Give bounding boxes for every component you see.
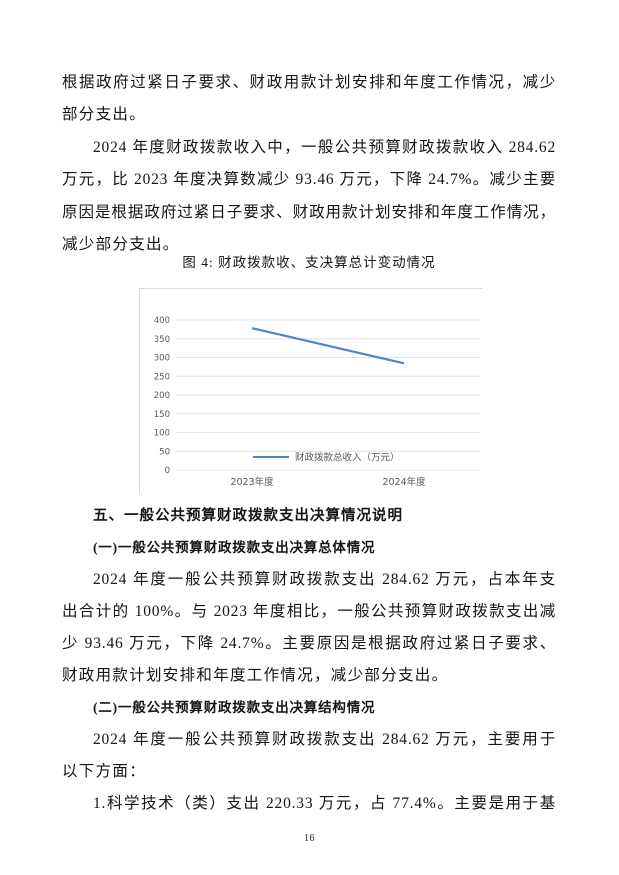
body-line: 2024 年度一般公共预算财政拨款支出 284.62 万元，占本年支: [93, 571, 556, 588]
y-tick-label: 100: [154, 429, 170, 439]
y-tick-label: 200: [154, 391, 170, 401]
subsection-heading-2: (二)一般公共预算财政拨款支出决算结构情况: [93, 700, 376, 715]
chart-canvas: 400 350 300 250 200 150 100 50 0 2023年度 2024年度 财政拨款…: [154, 316, 480, 488]
body-line: 以下方面：: [62, 763, 147, 780]
y-tick-label: 50: [159, 447, 170, 457]
y-tick-label: 0: [165, 466, 170, 476]
series-line-total-income: [251, 327, 405, 365]
body-line: 万元，比 2023 年度决算数减少 93.46 万元，下降 24.7%。减少主要: [62, 171, 556, 189]
body-line: 出合计的 100%。与 2023 年度相比，一般公共预算财政拨款支出减: [62, 603, 556, 620]
body-line: 2024 年度财政拨款收入中，一般公共预算财政拨款收入 284.62: [93, 138, 556, 156]
body-line: 原因是根据政府过紧日子要求、财政用款计划安排和年度工作情况，: [62, 203, 556, 221]
body-line: 减少部分支出。: [62, 235, 180, 253]
body-line: 部分支出。: [62, 106, 147, 124]
paragraph-block-top: 根据政府过紧日子要求、财政用款计划安排和年度工作情况，减少 部分支出。 2024…: [62, 67, 556, 261]
page-number: 16: [304, 833, 315, 844]
body-line: 少 93.46 万元，下降 24.7%。主要原因是根据政府过紧日子要求、: [62, 635, 556, 652]
body-line: 2024 年度一般公共预算财政拨款支出 284.62 万元，主要用于: [93, 731, 556, 748]
x-tick-label: 2024年度: [382, 476, 426, 488]
x-tick-label: 2023年度: [230, 476, 274, 488]
body-line: 财政用款计划安排和年度工作情况，减少部分支出。: [62, 667, 449, 684]
y-tick-label: 250: [154, 372, 170, 382]
legend-label: 财政拨款总收入（万元）: [295, 452, 400, 464]
subsection-heading-1: (一)一般公共预算财政拨款支出决算总体情况: [93, 540, 376, 555]
figure-caption: 图 4: 财政拨款收、支决算总计变动情况: [182, 255, 436, 270]
y-tick-label: 400: [154, 316, 170, 326]
body-line: 根据政府过紧日子要求、财政用款计划安排和年度工作情况，减少: [62, 74, 556, 91]
y-tick-label: 300: [154, 354, 170, 364]
y-tick-label: 350: [154, 335, 170, 345]
body-line: 1.科学技术（类）支出 220.33 万元，占 77.4%。主要是用于基: [93, 795, 556, 812]
figure4-line-chart: 400 350 300 250 200 150 100 50 0 2023年度 2024年度 财政拨款…: [139, 288, 482, 493]
y-tick-label: 150: [154, 410, 170, 420]
section-heading: 五、一般公共预算财政拨款支出决算情况说明: [93, 508, 403, 524]
paragraph-block-bottom: 五、一般公共预算财政拨款支出决算情况说明 (一)一般公共预算财政拨款支出决算总体…: [62, 500, 556, 820]
